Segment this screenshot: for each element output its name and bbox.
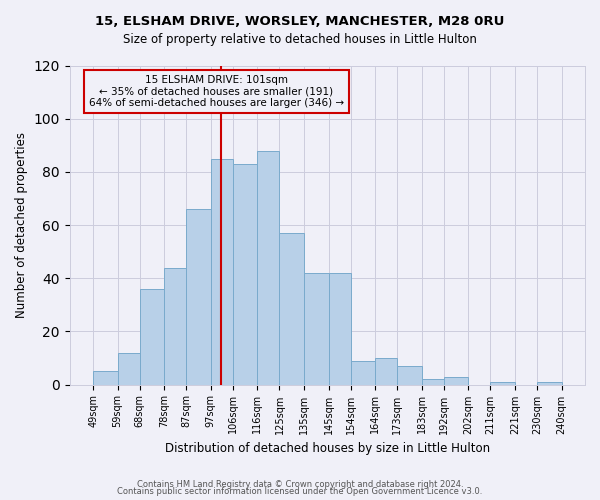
Bar — [118, 352, 140, 384]
Text: Contains HM Land Registry data © Crown copyright and database right 2024.: Contains HM Land Registry data © Crown c… — [137, 480, 463, 489]
Bar — [164, 268, 186, 384]
Bar — [375, 358, 397, 384]
Bar — [211, 158, 233, 384]
Text: Contains public sector information licensed under the Open Government Licence v3: Contains public sector information licen… — [118, 487, 482, 496]
Bar — [93, 372, 118, 384]
Bar — [257, 150, 280, 384]
Bar — [350, 360, 375, 384]
Bar — [233, 164, 257, 384]
Text: Size of property relative to detached houses in Little Hulton: Size of property relative to detached ho… — [123, 32, 477, 46]
Text: 15, ELSHAM DRIVE, WORSLEY, MANCHESTER, M28 0RU: 15, ELSHAM DRIVE, WORSLEY, MANCHESTER, M… — [95, 15, 505, 28]
Bar — [490, 382, 515, 384]
Bar — [422, 380, 444, 384]
Text: 15 ELSHAM DRIVE: 101sqm
← 35% of detached houses are smaller (191)
64% of semi-d: 15 ELSHAM DRIVE: 101sqm ← 35% of detache… — [89, 75, 344, 108]
Bar — [537, 382, 562, 384]
Bar — [304, 273, 329, 384]
Bar — [186, 209, 211, 384]
Y-axis label: Number of detached properties: Number of detached properties — [15, 132, 28, 318]
X-axis label: Distribution of detached houses by size in Little Hulton: Distribution of detached houses by size … — [165, 442, 490, 455]
Bar — [140, 289, 164, 384]
Bar — [329, 273, 350, 384]
Bar — [397, 366, 422, 384]
Bar — [280, 233, 304, 384]
Bar — [444, 376, 469, 384]
